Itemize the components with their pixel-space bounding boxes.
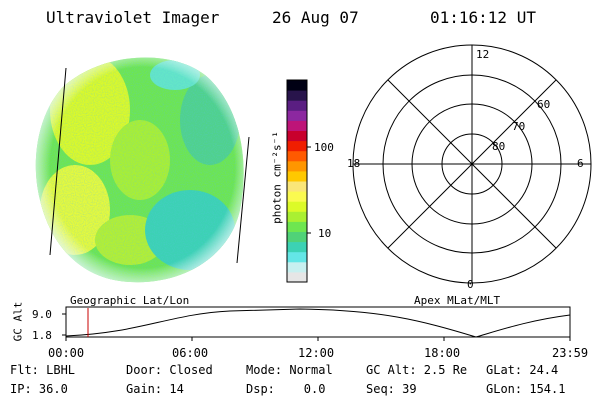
- colorbar-segment: [287, 100, 307, 111]
- polar-grid: [352, 44, 592, 284]
- colorbar-segment: [287, 271, 307, 283]
- lat-label-60: 60: [537, 98, 551, 111]
- time-tick-2359: 23:59: [552, 346, 589, 360]
- instrument-title: Ultraviolet Imager: [46, 8, 220, 27]
- orbit-plot: [62, 306, 571, 341]
- apex-title: Apex MLat/MLT: [414, 294, 501, 307]
- orbit-altitude-curve: [65, 308, 571, 338]
- colorbar-segment: [287, 170, 307, 182]
- time-tick-1200: 12:00: [298, 346, 335, 360]
- colorbar-segment: [287, 150, 307, 162]
- mlt-label-6: 6: [577, 157, 584, 170]
- terminator-line-left: [49, 67, 67, 256]
- seq-info: Seq: 39: [366, 382, 417, 396]
- lat-label-80: 80: [492, 140, 506, 153]
- time-tick-1800: 18:00: [424, 346, 461, 360]
- colorbar-ticks: [307, 146, 311, 234]
- colorbar-segment: [287, 120, 307, 131]
- time-tick-0000: 00:00: [48, 346, 85, 360]
- colorbar-segment: [287, 160, 307, 172]
- terminator-line-right: [236, 136, 250, 264]
- colorbar-segment: [287, 201, 307, 212]
- filter-info: Flt: LBHL: [10, 363, 76, 377]
- dsp-info: Dsp: 0.0: [246, 382, 326, 396]
- ip-info: IP: 36.0: [10, 382, 68, 396]
- orbit-y-tick-low: 1.8: [32, 329, 52, 342]
- time-label: 01:16:12 UT: [430, 8, 536, 27]
- colorbar-segment: [287, 241, 307, 253]
- colorbar-tick-10: 10: [318, 227, 332, 240]
- uv-earth-image: [35, 57, 250, 283]
- gc-alt-info: GC Alt: 2.5 Re: [366, 363, 468, 377]
- glon-info: GLon: 154.1: [486, 382, 566, 396]
- gain-info: Gain: 14: [126, 382, 184, 396]
- glat-info: GLat: 24.4: [486, 363, 559, 377]
- colorbar-segment: [287, 191, 307, 202]
- colorbar-segment: [287, 251, 307, 263]
- colorbar-tick-100: 100: [314, 141, 334, 154]
- date-label: 26 Aug 07: [272, 8, 359, 27]
- colorbar-segment: [287, 181, 307, 192]
- colorbar-frame: [286, 79, 308, 283]
- colorbar-segment: [287, 140, 307, 152]
- colorbar-segment: [287, 261, 307, 273]
- time-tick-0600: 06:00: [172, 346, 209, 360]
- mlt-label-12: 12: [476, 48, 490, 61]
- colorbar-segment: [287, 80, 307, 91]
- orbit-y-tick-high: 9.0: [32, 308, 52, 321]
- colorbar-segment: [287, 90, 307, 101]
- colorbar-segment: [287, 221, 307, 232]
- orbit-y-label: GC Alt: [11, 301, 25, 342]
- colorbar-segment: [287, 110, 307, 121]
- door-info: Door: Closed: [126, 363, 213, 377]
- colorbar-unit-label: photon cm⁻²s⁻¹: [270, 131, 284, 224]
- mlt-label-0: 0: [467, 278, 474, 291]
- colorbar-segment: [287, 231, 307, 243]
- mode-info: Mode: Normal: [246, 363, 333, 377]
- colorbar: [286, 79, 308, 283]
- lat-label-70: 70: [512, 120, 526, 133]
- colorbar-segment: [287, 211, 307, 222]
- mlt-label-18: 18: [347, 157, 361, 170]
- geographic-title: Geographic Lat/Lon: [70, 294, 190, 307]
- colorbar-segment: [287, 130, 307, 142]
